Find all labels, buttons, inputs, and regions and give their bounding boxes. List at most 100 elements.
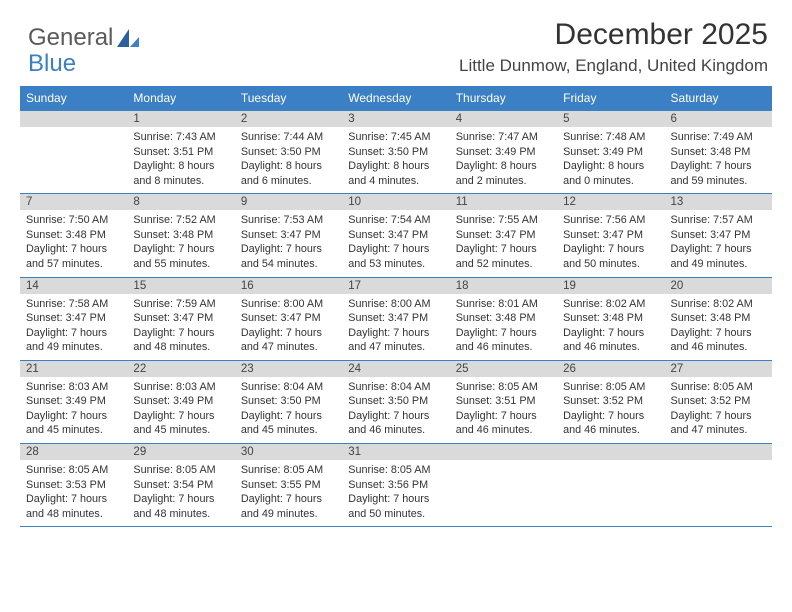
sunset-text: Sunset: 3:48 PM <box>133 228 228 243</box>
day-number-cell: 1 <box>127 111 234 128</box>
day-content-cell: Sunrise: 7:47 AMSunset: 3:49 PMDaylight:… <box>450 127 557 194</box>
sunset-text: Sunset: 3:51 PM <box>456 394 551 409</box>
daylight-text: Daylight: 7 hours and 53 minutes. <box>348 242 443 271</box>
location-text: Little Dunmow, England, United Kingdom <box>459 56 768 76</box>
day-number-cell: 18 <box>450 277 557 294</box>
daylight-text: Daylight: 7 hours and 57 minutes. <box>26 242 121 271</box>
daylight-text: Daylight: 7 hours and 50 minutes. <box>348 492 443 521</box>
sunset-text: Sunset: 3:48 PM <box>671 145 766 160</box>
daylight-text: Daylight: 8 hours and 6 minutes. <box>241 159 336 188</box>
sunset-text: Sunset: 3:50 PM <box>348 145 443 160</box>
daylight-text: Daylight: 7 hours and 45 minutes. <box>241 409 336 438</box>
calendar-table: Sunday Monday Tuesday Wednesday Thursday… <box>20 86 772 527</box>
day-number-cell: 10 <box>342 194 449 211</box>
day-number-cell: 11 <box>450 194 557 211</box>
daylight-text: Daylight: 7 hours and 59 minutes. <box>671 159 766 188</box>
daylight-text: Daylight: 7 hours and 45 minutes. <box>133 409 228 438</box>
sunset-text: Sunset: 3:47 PM <box>241 311 336 326</box>
header: General December 2025 Little Dunmow, Eng… <box>20 18 772 76</box>
day-content-cell: Sunrise: 8:02 AMSunset: 3:48 PMDaylight:… <box>557 294 664 361</box>
day-content-cell: Sunrise: 8:03 AMSunset: 3:49 PMDaylight:… <box>20 377 127 444</box>
daynum-row: 123456 <box>20 111 772 128</box>
day-content-cell: Sunrise: 7:54 AMSunset: 3:47 PMDaylight:… <box>342 210 449 277</box>
day-content-cell: Sunrise: 7:58 AMSunset: 3:47 PMDaylight:… <box>20 294 127 361</box>
day-number-cell: 16 <box>235 277 342 294</box>
day-number-cell: 4 <box>450 111 557 128</box>
sunset-text: Sunset: 3:49 PM <box>456 145 551 160</box>
sunset-text: Sunset: 3:52 PM <box>563 394 658 409</box>
daylight-text: Daylight: 7 hours and 46 minutes. <box>456 409 551 438</box>
sunset-text: Sunset: 3:48 PM <box>26 228 121 243</box>
daylight-text: Daylight: 8 hours and 8 minutes. <box>133 159 228 188</box>
sunset-text: Sunset: 3:54 PM <box>133 478 228 493</box>
sunrise-text: Sunrise: 7:50 AM <box>26 213 121 228</box>
daylight-text: Daylight: 7 hours and 46 minutes. <box>563 326 658 355</box>
sunset-text: Sunset: 3:49 PM <box>133 394 228 409</box>
day-content-cell: Sunrise: 7:55 AMSunset: 3:47 PMDaylight:… <box>450 210 557 277</box>
day-number-cell: 30 <box>235 444 342 461</box>
day-content-row: Sunrise: 7:43 AMSunset: 3:51 PMDaylight:… <box>20 127 772 194</box>
daylight-text: Daylight: 8 hours and 4 minutes. <box>348 159 443 188</box>
daylight-text: Daylight: 7 hours and 47 minutes. <box>671 409 766 438</box>
day-number-cell: 23 <box>235 360 342 377</box>
title-block: December 2025 Little Dunmow, England, Un… <box>459 18 768 76</box>
logo: General <box>28 24 141 52</box>
daylight-text: Daylight: 7 hours and 46 minutes. <box>671 326 766 355</box>
day-number-cell: 20 <box>665 277 772 294</box>
day-number-cell: 15 <box>127 277 234 294</box>
daylight-text: Daylight: 7 hours and 46 minutes. <box>456 326 551 355</box>
header-sunday: Sunday <box>20 86 127 111</box>
sunset-text: Sunset: 3:51 PM <box>133 145 228 160</box>
day-header-row: Sunday Monday Tuesday Wednesday Thursday… <box>20 86 772 111</box>
sunrise-text: Sunrise: 8:02 AM <box>671 297 766 312</box>
day-content-row: Sunrise: 7:50 AMSunset: 3:48 PMDaylight:… <box>20 210 772 277</box>
day-content-cell: Sunrise: 8:04 AMSunset: 3:50 PMDaylight:… <box>342 377 449 444</box>
day-number-cell: 7 <box>20 194 127 211</box>
daylight-text: Daylight: 7 hours and 52 minutes. <box>456 242 551 271</box>
sunrise-text: Sunrise: 8:05 AM <box>241 463 336 478</box>
day-number-cell: 31 <box>342 444 449 461</box>
sunset-text: Sunset: 3:49 PM <box>26 394 121 409</box>
daylight-text: Daylight: 7 hours and 47 minutes. <box>241 326 336 355</box>
sunset-text: Sunset: 3:47 PM <box>348 228 443 243</box>
day-number-cell: 17 <box>342 277 449 294</box>
sunset-text: Sunset: 3:47 PM <box>241 228 336 243</box>
day-number-cell: 3 <box>342 111 449 128</box>
daynum-row: 14151617181920 <box>20 277 772 294</box>
sunset-text: Sunset: 3:49 PM <box>563 145 658 160</box>
logo-text-2: Blue <box>28 50 76 78</box>
day-number-cell: 24 <box>342 360 449 377</box>
day-content-cell: Sunrise: 7:52 AMSunset: 3:48 PMDaylight:… <box>127 210 234 277</box>
day-number-cell: 28 <box>20 444 127 461</box>
day-content-cell: Sunrise: 7:57 AMSunset: 3:47 PMDaylight:… <box>665 210 772 277</box>
daylight-text: Daylight: 7 hours and 46 minutes. <box>563 409 658 438</box>
sunset-text: Sunset: 3:56 PM <box>348 478 443 493</box>
daynum-row: 78910111213 <box>20 194 772 211</box>
sunrise-text: Sunrise: 8:05 AM <box>133 463 228 478</box>
day-number-cell: 6 <box>665 111 772 128</box>
sunrise-text: Sunrise: 7:47 AM <box>456 130 551 145</box>
day-content-cell: Sunrise: 7:59 AMSunset: 3:47 PMDaylight:… <box>127 294 234 361</box>
day-content-row: Sunrise: 8:05 AMSunset: 3:53 PMDaylight:… <box>20 460 772 527</box>
day-content-cell: Sunrise: 7:48 AMSunset: 3:49 PMDaylight:… <box>557 127 664 194</box>
sunrise-text: Sunrise: 8:02 AM <box>563 297 658 312</box>
day-content-cell: Sunrise: 8:05 AMSunset: 3:53 PMDaylight:… <box>20 460 127 527</box>
sunrise-text: Sunrise: 7:49 AM <box>671 130 766 145</box>
sunrise-text: Sunrise: 7:43 AM <box>133 130 228 145</box>
daynum-row: 28293031 <box>20 444 772 461</box>
day-content-cell <box>665 460 772 527</box>
sunset-text: Sunset: 3:47 PM <box>133 311 228 326</box>
daylight-text: Daylight: 7 hours and 49 minutes. <box>26 326 121 355</box>
day-content-cell: Sunrise: 8:04 AMSunset: 3:50 PMDaylight:… <box>235 377 342 444</box>
day-number-cell: 25 <box>450 360 557 377</box>
day-number-cell <box>450 444 557 461</box>
daylight-text: Daylight: 7 hours and 48 minutes. <box>133 492 228 521</box>
sunrise-text: Sunrise: 8:04 AM <box>241 380 336 395</box>
day-number-cell: 2 <box>235 111 342 128</box>
header-friday: Friday <box>557 86 664 111</box>
logo-text-1: General <box>28 24 113 52</box>
day-content-cell: Sunrise: 8:05 AMSunset: 3:52 PMDaylight:… <box>665 377 772 444</box>
day-number-cell <box>20 111 127 128</box>
day-content-cell: Sunrise: 7:56 AMSunset: 3:47 PMDaylight:… <box>557 210 664 277</box>
day-content-cell: Sunrise: 8:05 AMSunset: 3:52 PMDaylight:… <box>557 377 664 444</box>
